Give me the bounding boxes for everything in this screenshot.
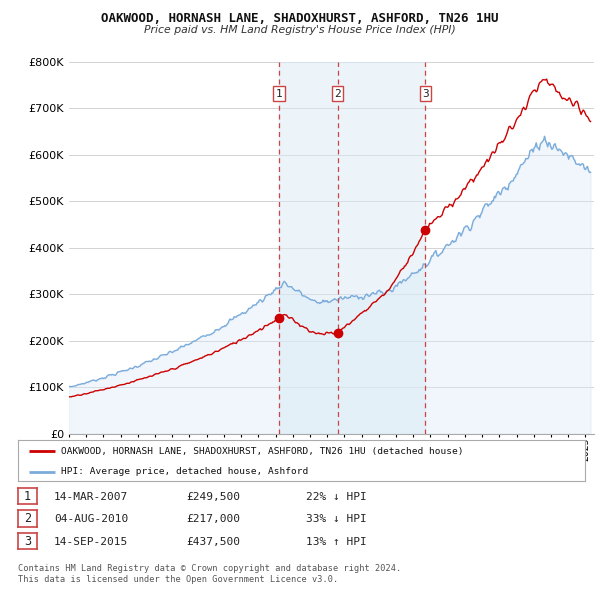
Text: 1: 1	[24, 490, 31, 503]
Text: 13% ↑ HPI: 13% ↑ HPI	[306, 537, 367, 546]
Text: £249,500: £249,500	[186, 492, 240, 502]
Text: Contains HM Land Registry data © Crown copyright and database right 2024.: Contains HM Land Registry data © Crown c…	[18, 564, 401, 573]
Text: 1: 1	[275, 88, 283, 99]
Text: OAKWOOD, HORNASH LANE, SHADOXHURST, ASHFORD, TN26 1HU (detached house): OAKWOOD, HORNASH LANE, SHADOXHURST, ASHF…	[61, 447, 463, 455]
Text: 22% ↓ HPI: 22% ↓ HPI	[306, 492, 367, 502]
Text: £437,500: £437,500	[186, 537, 240, 546]
Text: 14-MAR-2007: 14-MAR-2007	[54, 492, 128, 502]
Text: This data is licensed under the Open Government Licence v3.0.: This data is licensed under the Open Gov…	[18, 575, 338, 584]
Text: Price paid vs. HM Land Registry's House Price Index (HPI): Price paid vs. HM Land Registry's House …	[144, 25, 456, 35]
Bar	[279, 62, 425, 434]
Text: 2: 2	[24, 512, 31, 525]
Text: 3: 3	[422, 88, 428, 99]
Text: 2: 2	[334, 88, 341, 99]
Text: 3: 3	[24, 535, 31, 548]
Text: 14-SEP-2015: 14-SEP-2015	[54, 537, 128, 546]
Text: 04-AUG-2010: 04-AUG-2010	[54, 514, 128, 524]
Text: £217,000: £217,000	[186, 514, 240, 524]
Text: OAKWOOD, HORNASH LANE, SHADOXHURST, ASHFORD, TN26 1HU: OAKWOOD, HORNASH LANE, SHADOXHURST, ASHF…	[101, 12, 499, 25]
Text: 33% ↓ HPI: 33% ↓ HPI	[306, 514, 367, 524]
Text: HPI: Average price, detached house, Ashford: HPI: Average price, detached house, Ashf…	[61, 467, 308, 476]
